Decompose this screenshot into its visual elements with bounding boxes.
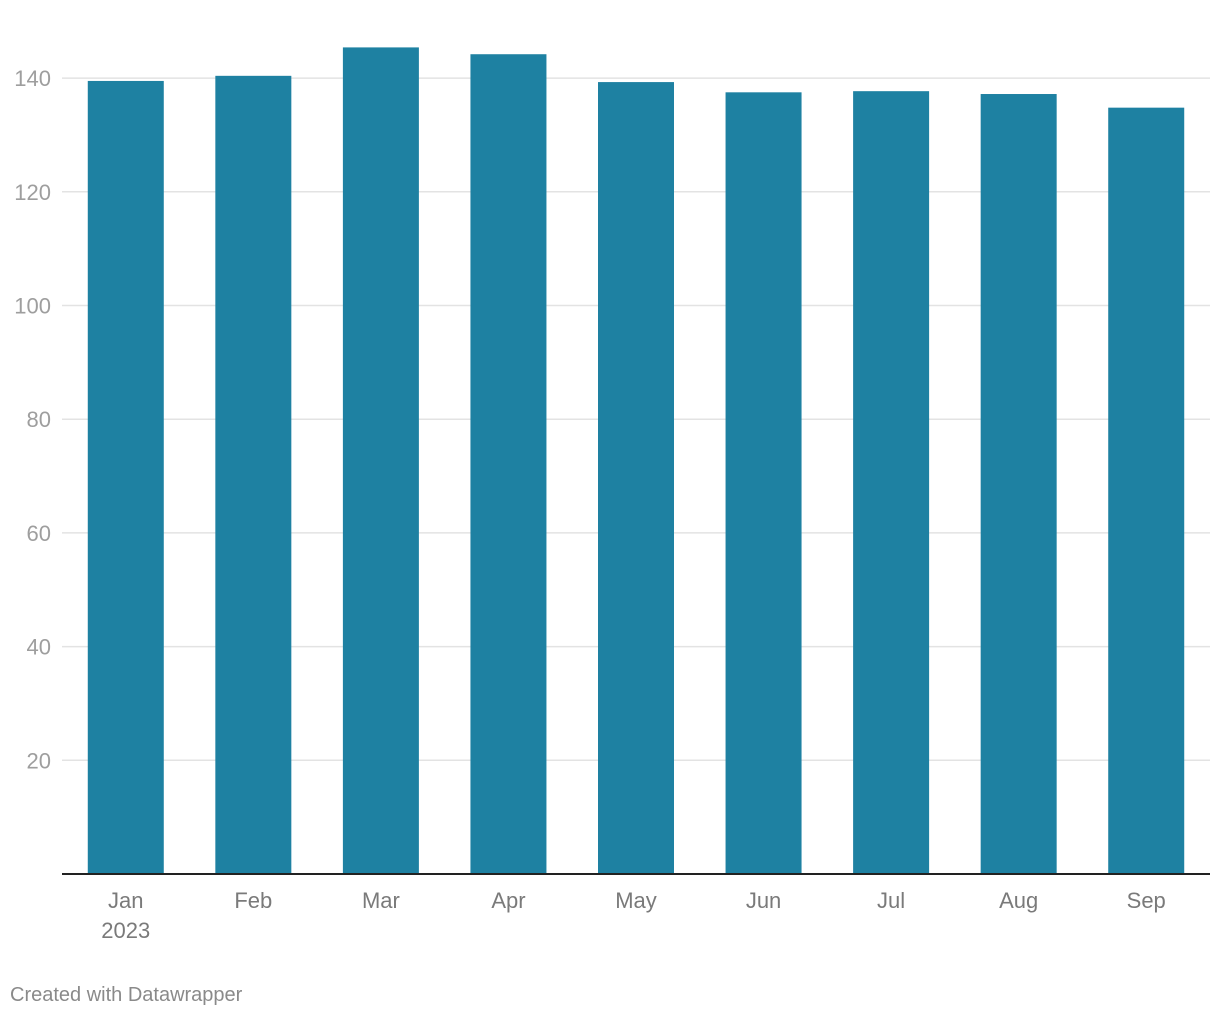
bar-apr bbox=[470, 54, 547, 874]
x-tick-sublabel: 2023 bbox=[101, 918, 150, 943]
bar-may bbox=[598, 82, 674, 875]
y-tick-label: 120 bbox=[14, 180, 51, 205]
x-tick-label: Sep bbox=[1127, 888, 1166, 913]
bar-jul bbox=[853, 91, 930, 875]
x-tick-label: Jul bbox=[877, 888, 905, 913]
y-tick-label: 20 bbox=[27, 748, 51, 773]
x-tick-label: May bbox=[615, 888, 657, 913]
y-tick-label: 60 bbox=[27, 521, 51, 546]
x-tick-label: Jun bbox=[746, 888, 781, 913]
y-tick-label: 40 bbox=[27, 635, 51, 660]
bar-feb bbox=[215, 75, 292, 875]
x-tick-label: Apr bbox=[491, 888, 525, 913]
y-tick-label: 100 bbox=[14, 294, 51, 319]
credit-text: Created with Datawrapper bbox=[10, 984, 243, 1006]
bar-jan bbox=[87, 80, 164, 874]
x-tick-label: Feb bbox=[234, 888, 272, 913]
bar-aug bbox=[980, 94, 1057, 874]
x-tick-label: Mar bbox=[362, 888, 400, 913]
x-tick-label: Aug bbox=[999, 888, 1038, 913]
y-tick-label: 80 bbox=[27, 407, 51, 432]
bar-mar bbox=[342, 47, 419, 874]
y-tick-label: 140 bbox=[14, 66, 51, 91]
bar-sep bbox=[1108, 107, 1185, 875]
x-tick-label: Jan bbox=[108, 888, 143, 913]
bar-jun bbox=[725, 92, 802, 874]
